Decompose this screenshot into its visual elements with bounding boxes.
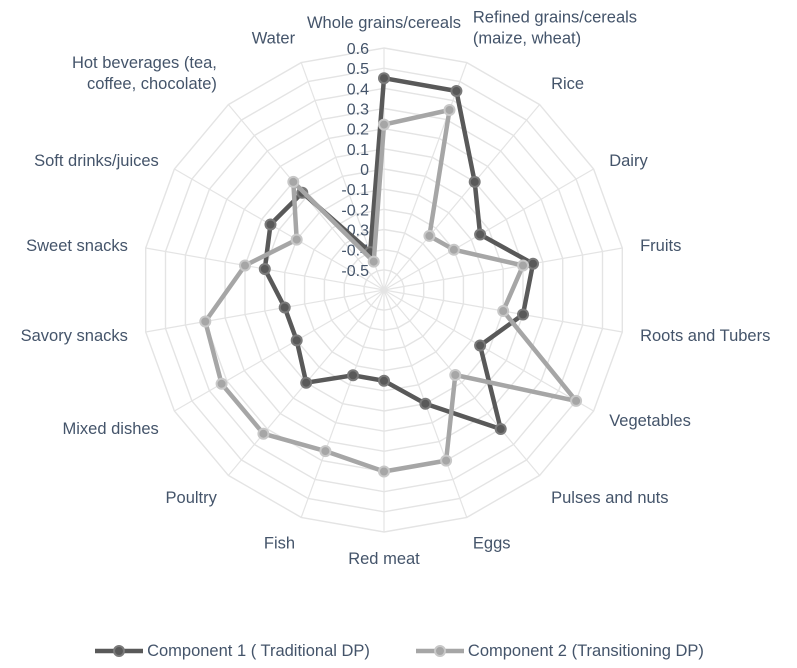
data-point (258, 263, 271, 275)
data-point (378, 118, 390, 131)
tick-label: 0.3 (347, 102, 369, 119)
tick-label: -0.1 (341, 182, 369, 199)
series-component-1 (258, 72, 539, 435)
data-point (497, 305, 510, 317)
legend-item-component-1: Component 1 ( Traditional DP) (93, 642, 370, 661)
data-point (278, 301, 291, 314)
legend-label-component-1: Component 1 ( Traditional DP) (147, 641, 370, 660)
data-point (347, 369, 359, 382)
data-point (215, 377, 228, 390)
data-point (517, 308, 529, 321)
category-label: Pulses and nuts (551, 489, 668, 507)
grid-spoke (383, 168, 594, 291)
category-label: Red meat (348, 550, 420, 568)
data-point (474, 228, 487, 241)
category-labels: Whole grains/cereals Refined grains/cerea… (21, 9, 771, 568)
category-label: Whole grains/cereals (307, 14, 461, 32)
data-point (319, 445, 332, 458)
grid-spoke (300, 289, 385, 518)
data-point (378, 465, 390, 478)
category-label: Rice (551, 75, 584, 93)
legend-swatch-component-2 (415, 645, 464, 657)
grid-spoke (383, 62, 468, 291)
category-label: Vegetables (609, 412, 691, 430)
grid-spoke (383, 104, 541, 291)
category-label: Mixed dishes (63, 420, 159, 438)
chart-legend: Component 1 ( Traditional DP) Component … (0, 636, 797, 666)
data-point (468, 175, 481, 188)
data-point (527, 257, 539, 270)
category-label: Savory snacks (21, 327, 128, 345)
data-point (474, 339, 487, 352)
data-point (378, 72, 390, 85)
data-point (440, 454, 453, 467)
data-point (423, 229, 436, 242)
data-point (367, 255, 380, 268)
legend-label-component-2: Component 2 (Transitioning DP) (467, 641, 704, 660)
data-point (257, 427, 270, 440)
category-label: Sweet snacks (26, 237, 128, 255)
legend-item-component-2: Component 2 (Transitioning DP) (414, 642, 704, 661)
data-point (290, 233, 303, 246)
category-label: Fruits (640, 237, 681, 255)
tick-label: -0.5 (341, 263, 369, 280)
tick-label: 0 (360, 162, 369, 179)
data-point (290, 334, 303, 347)
data-point (517, 259, 529, 272)
tick-label: 0.1 (347, 142, 369, 159)
legend-swatch-component-1 (95, 645, 144, 657)
category-label: Eggs (473, 534, 511, 552)
radar-series (199, 72, 583, 478)
tick-label: -0.2 (341, 202, 369, 219)
category-label: Water (252, 30, 296, 48)
category-label: Fish (264, 534, 295, 552)
series-component-2 (199, 104, 583, 478)
data-point (443, 104, 456, 116)
data-point (199, 315, 212, 328)
category-label: Dairy (609, 152, 648, 170)
category-label: Refined grains/cereals (maize, wheat) (473, 9, 637, 48)
grid-spoke (174, 168, 385, 291)
tick-label: 0.5 (347, 61, 369, 78)
data-point (239, 259, 251, 272)
data-point (449, 369, 462, 381)
data-point (419, 397, 432, 410)
category-label: Hot beverages (tea, coffee, chocolate) (72, 54, 217, 93)
data-point (264, 218, 277, 231)
grid-spoke (174, 289, 385, 412)
category-label: Roots and Tubers (640, 327, 770, 345)
data-point (287, 175, 300, 188)
data-point (450, 85, 463, 97)
data-point (570, 394, 583, 407)
category-label: Soft drinks/juices (34, 152, 159, 170)
data-point (447, 243, 460, 256)
tick-label: 0.6 (347, 41, 369, 58)
data-point (378, 374, 390, 387)
tick-label: 0.4 (347, 81, 369, 98)
data-point (300, 376, 313, 389)
data-point (494, 423, 507, 435)
category-label: Poultry (166, 489, 218, 507)
grid-spoke (383, 289, 541, 476)
radar-grid (144, 47, 623, 533)
tick-label: 0.2 (347, 122, 369, 139)
grid-spoke (383, 247, 623, 291)
grid-spoke (383, 289, 594, 412)
grid-spoke (145, 289, 385, 333)
